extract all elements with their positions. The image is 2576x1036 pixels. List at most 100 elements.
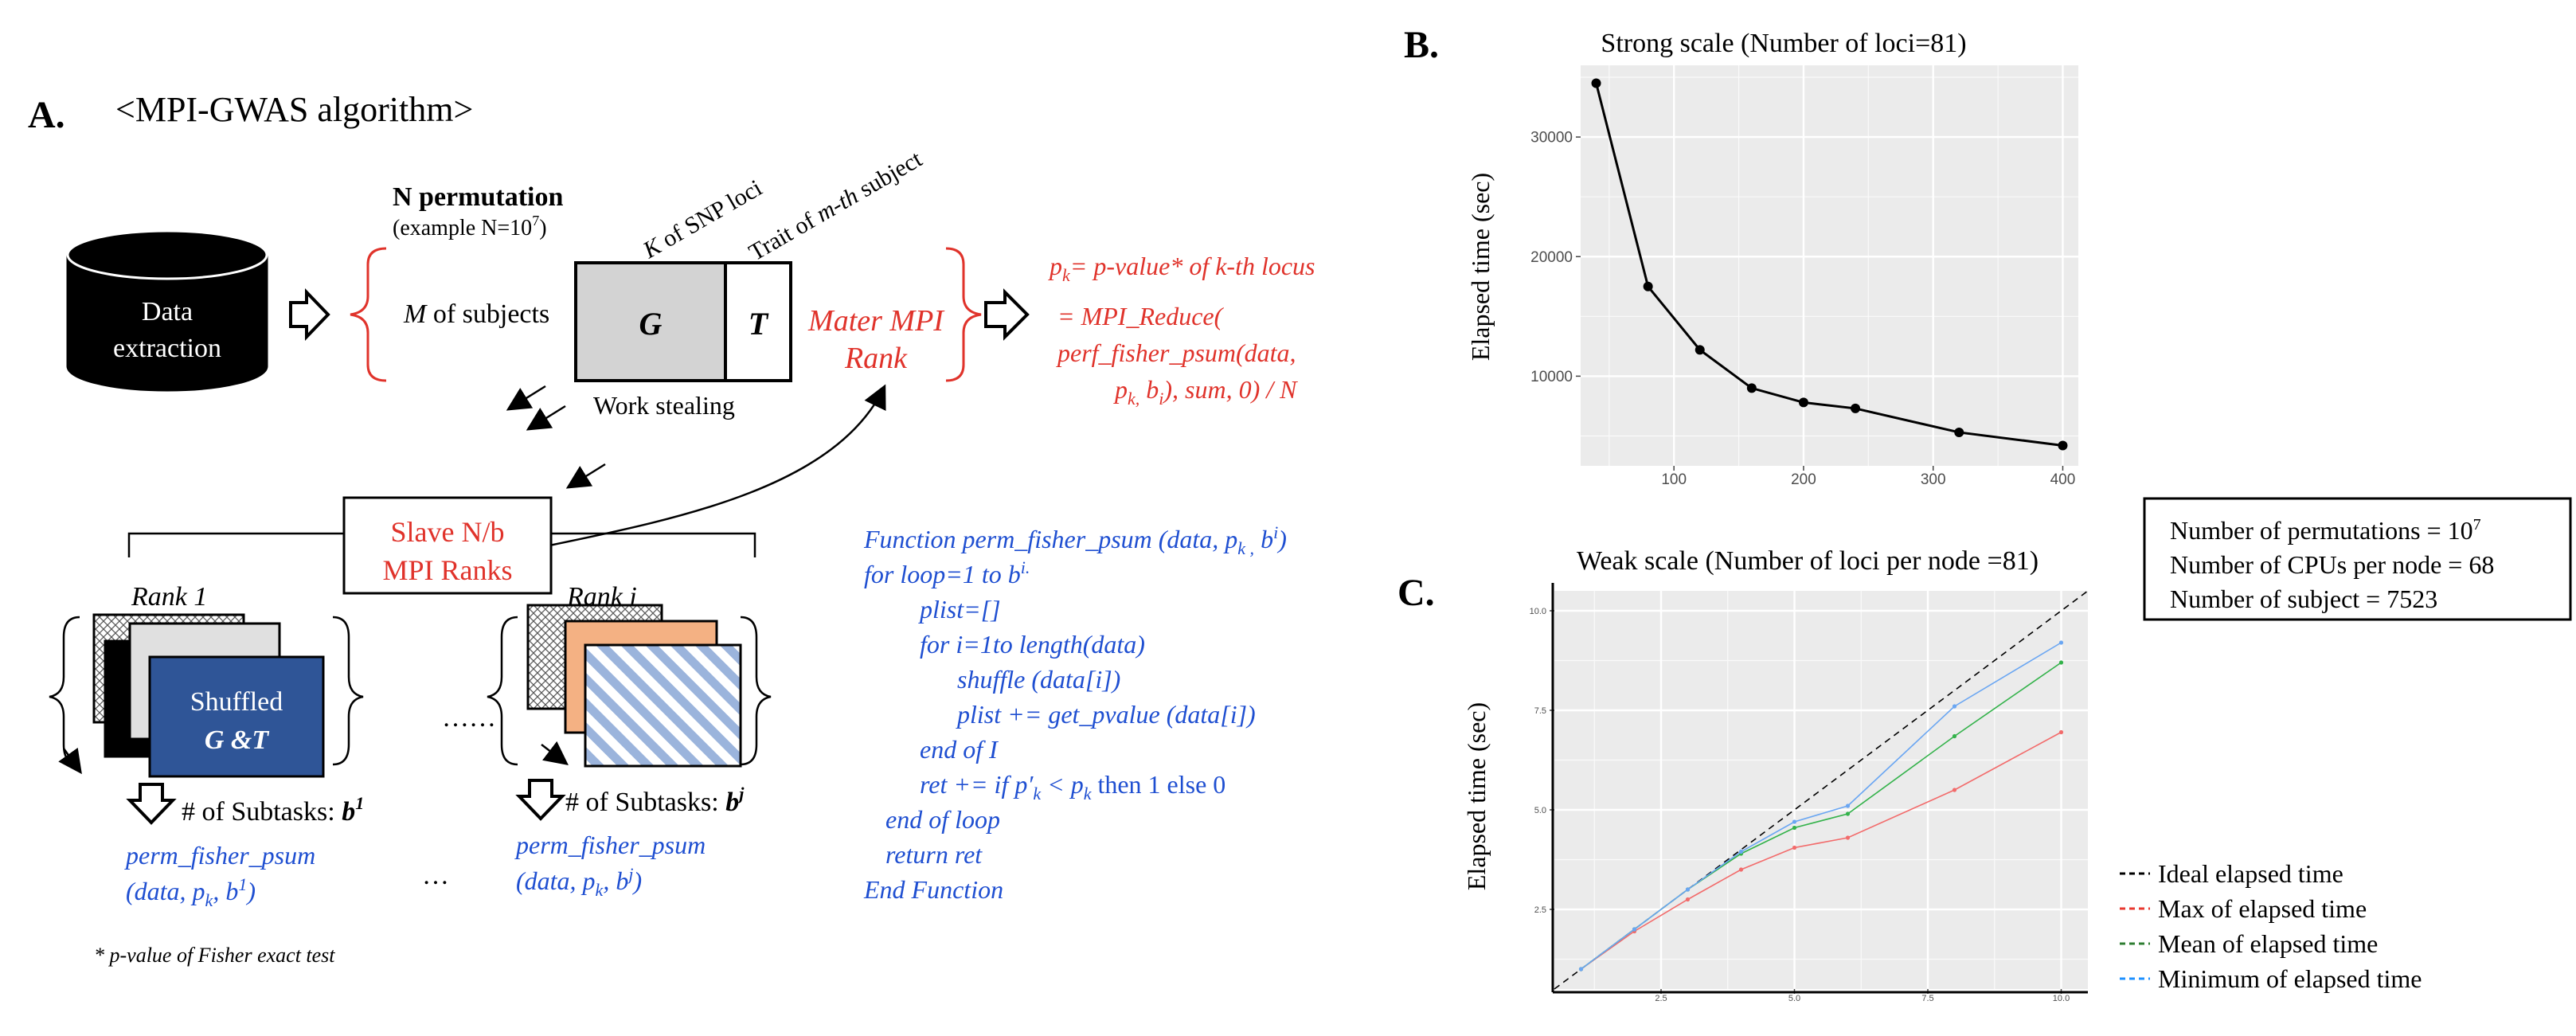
work-stealing-arrow-2 xyxy=(526,405,566,431)
data-point xyxy=(1591,78,1601,88)
matrix-g-label: G xyxy=(639,306,663,342)
master-rank-line2: Rank xyxy=(844,342,908,375)
ranki-card-hatched xyxy=(584,643,742,768)
code-line-3: plist=[] xyxy=(918,595,1001,624)
panel-b-ylabel: Elapsed time (sec) xyxy=(1466,173,1495,361)
x-tick-label: 200 xyxy=(1791,471,1816,488)
plot-panel xyxy=(1581,65,2078,466)
series-line-3 xyxy=(1581,642,2062,970)
data-point xyxy=(2058,640,2064,645)
panel-b-letter: B. xyxy=(1404,24,1439,66)
callj-line1: perm_fisher_psum xyxy=(514,831,706,859)
panel-a-title: <MPI-GWAS algorithm> xyxy=(115,90,473,129)
rank1-label: Rank 1 xyxy=(131,582,207,612)
rank1-brace-left xyxy=(49,616,80,766)
code-line-2: for loop=1 to bi. xyxy=(864,557,1030,588)
pseudo-code: Function perm_fisher_psum (data, pk , bi… xyxy=(863,522,1287,904)
code-line-11: End Function xyxy=(863,875,1003,904)
matrix-g xyxy=(574,261,727,382)
data-point xyxy=(1845,811,1851,816)
data-point xyxy=(1845,803,1851,808)
work-stealing-label: Work stealing xyxy=(593,391,735,420)
trait-label: Trait of m-th subject xyxy=(745,146,927,266)
series-line-1 xyxy=(1581,731,2062,970)
subtasks-j-label: # of Subtasks: bj xyxy=(565,784,745,817)
weak-scale-chart: 2.5 5.0 7.5 10.0 2.5 5.0 7.5 10.0 xyxy=(1530,583,2089,1003)
y-tick-label: 10.0 xyxy=(1530,607,1546,616)
data-point xyxy=(1952,788,1957,792)
info-line3: Number of subject = 7523 xyxy=(2170,584,2437,613)
y-tick-label: 7.5 xyxy=(1534,706,1546,716)
x-tick-label: 7.5 xyxy=(1921,994,1933,1003)
matrix-t-label: T xyxy=(749,306,769,342)
rank1-brace-right xyxy=(332,616,364,766)
reduce-line2: perf_fisher_psum(data, xyxy=(1056,338,1296,367)
data-point xyxy=(1643,281,1653,291)
data-point xyxy=(1954,427,1964,437)
legend-ideal-label: Ideal elapsed time xyxy=(2158,859,2343,888)
data-point xyxy=(1738,849,1744,854)
call1-line1: perm_fisher_psum xyxy=(124,841,315,870)
ranki-brace-left xyxy=(487,616,518,766)
m-subjects-label: M of subjects xyxy=(403,299,549,329)
database-label-2: extraction xyxy=(113,334,221,363)
shuffled-line1: Shuffled xyxy=(190,687,283,717)
matrix-t xyxy=(724,261,792,382)
data-point xyxy=(1578,967,1584,971)
ranki-small-arrow xyxy=(541,741,569,766)
database-icon: Data extraction xyxy=(66,229,268,392)
x-tick-label: 300 xyxy=(1921,471,1946,488)
open-arrow-down-2 xyxy=(515,779,566,821)
y-tick-label: 20000 xyxy=(1530,249,1573,266)
code-line-4: for i=1to length(data) xyxy=(920,630,1145,659)
data-point xyxy=(1685,887,1691,892)
footnote: * p-value of Fisher exact test xyxy=(94,944,335,967)
code-line-5: shuffle (data[i]) xyxy=(957,665,1120,694)
dots-bottom: … xyxy=(422,861,449,890)
legend-mean-label: Mean of elapsed time xyxy=(2158,929,2378,958)
shuffled-line2: G &T xyxy=(205,725,270,755)
data-point xyxy=(2058,660,2064,665)
y-tick-label: 5.0 xyxy=(1534,806,1546,815)
open-arrow-down-1 xyxy=(126,783,177,825)
red-brace-right xyxy=(945,247,982,382)
code-line-9: end of loop xyxy=(885,805,1000,834)
panel-c-title: Weak scale (Number of loci per node =81) xyxy=(1577,546,2039,576)
data-point xyxy=(1632,927,1637,932)
slave-ranks-line1: Slave N/b xyxy=(391,516,505,548)
ranki-brace-right xyxy=(740,616,772,766)
x-tick-label: 5.0 xyxy=(1788,994,1800,1003)
data-point xyxy=(1738,867,1744,872)
data-point xyxy=(1952,733,1957,739)
data-point xyxy=(1685,897,1691,902)
weak-scale-legend: Ideal elapsed time Max of elapsed time M… xyxy=(2120,859,2422,993)
series-line-0 xyxy=(1595,83,2063,447)
info-line2: Number of CPUs per node = 68 xyxy=(2170,550,2494,579)
n-permutation-example: (example N=107) xyxy=(393,213,547,240)
reduce-line1: = MPI_Reduce( xyxy=(1057,302,1225,330)
legend-max-label: Max of elapsed time xyxy=(2158,894,2367,923)
red-brace-left xyxy=(350,247,387,382)
dots-middle: …… xyxy=(442,703,496,733)
data-point xyxy=(1792,825,1797,831)
work-stealing-arrow-1 xyxy=(506,385,546,411)
data-point xyxy=(1845,835,1851,840)
data-point xyxy=(2058,729,2064,735)
code-line-7: end of I xyxy=(920,735,999,764)
rank1-small-arrow xyxy=(58,747,82,775)
y-tick-label: 30000 xyxy=(1530,130,1573,147)
pk-definition: pk= p-value* of k-th locus xyxy=(1048,252,1315,285)
slave-ranks-box xyxy=(342,496,553,595)
code-line-8: ret += if p′k < pk then 1 else 0 xyxy=(920,770,1225,803)
y-tick-label: 2.5 xyxy=(1534,905,1546,915)
slave-ranks-line2: MPI Ranks xyxy=(382,554,512,586)
callj-line2: (data, pk, bj) xyxy=(516,864,642,900)
legend-min-label: Minimum of elapsed time xyxy=(2158,964,2422,993)
call1-line2: (data, pk, b1) xyxy=(126,874,256,910)
x-tick-label: 2.5 xyxy=(1655,994,1667,1003)
reduce-line3: pk, bi), sum, 0) / N xyxy=(1113,375,1298,409)
database-label-1: Data xyxy=(142,297,193,326)
data-point xyxy=(1792,845,1797,850)
data-point xyxy=(1952,704,1957,709)
